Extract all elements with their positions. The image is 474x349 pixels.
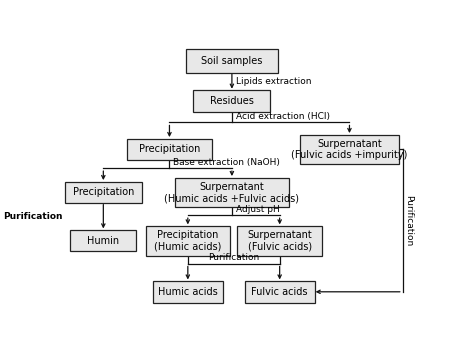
Text: Acid extraction (HCl): Acid extraction (HCl) <box>236 112 329 121</box>
FancyBboxPatch shape <box>70 230 137 252</box>
Text: Humic acids: Humic acids <box>158 287 218 297</box>
Text: Surpernatant
(Fulvic acids +impurity): Surpernatant (Fulvic acids +impurity) <box>291 139 408 160</box>
Text: Soil samples: Soil samples <box>201 56 263 66</box>
FancyBboxPatch shape <box>175 178 289 207</box>
FancyBboxPatch shape <box>300 135 399 164</box>
FancyBboxPatch shape <box>146 226 230 255</box>
FancyBboxPatch shape <box>65 181 142 203</box>
Text: Purification: Purification <box>405 195 413 246</box>
Text: Purification: Purification <box>3 212 63 221</box>
Text: Purification: Purification <box>208 253 259 262</box>
Text: Base extraction (NaOH): Base extraction (NaOH) <box>173 158 280 167</box>
FancyBboxPatch shape <box>186 49 278 73</box>
Text: Surpernatant
(Fulvic acids): Surpernatant (Fulvic acids) <box>247 230 312 252</box>
FancyBboxPatch shape <box>153 281 223 303</box>
Text: Humin: Humin <box>87 236 119 246</box>
Text: Precipitation: Precipitation <box>139 144 200 154</box>
FancyBboxPatch shape <box>237 226 322 255</box>
Text: Fulvic acids: Fulvic acids <box>251 287 308 297</box>
Text: Lipids extraction: Lipids extraction <box>236 77 311 86</box>
FancyBboxPatch shape <box>127 139 212 160</box>
Text: Adjust pH: Adjust pH <box>236 205 279 214</box>
Text: Precipitation: Precipitation <box>73 187 134 198</box>
Text: Precipitation
(Humic acids): Precipitation (Humic acids) <box>154 230 221 252</box>
Text: Surpernatant
(Humic acids +Fulvic acids): Surpernatant (Humic acids +Fulvic acids) <box>164 181 300 203</box>
FancyBboxPatch shape <box>193 90 271 112</box>
Text: Residues: Residues <box>210 96 254 106</box>
FancyBboxPatch shape <box>245 281 315 303</box>
